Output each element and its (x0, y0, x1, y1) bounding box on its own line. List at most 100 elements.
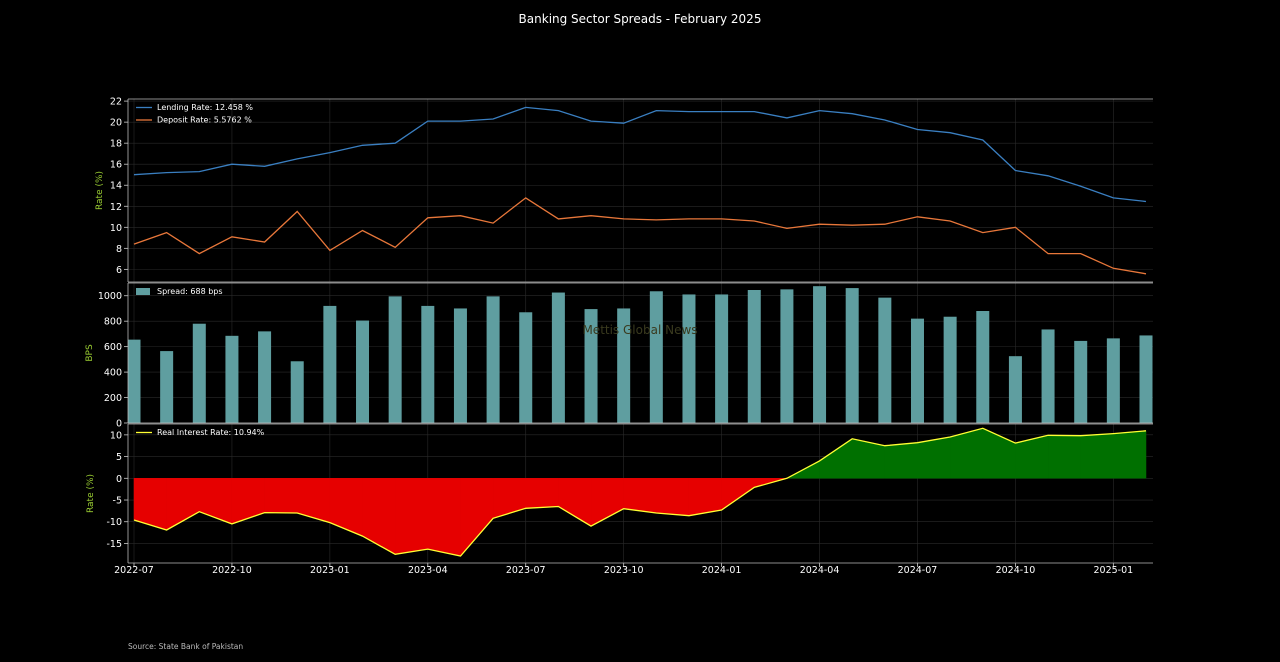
spread-bar (584, 309, 598, 423)
negative-area (296, 478, 331, 523)
y-tick-label: 10 (110, 430, 122, 441)
panel-3: -15 -10 -5 0 5 10 Rate (%) 2022-07 2022-10 2023-0… (86, 423, 1153, 576)
positive-area (1047, 435, 1081, 479)
y-tick-label: 20 (110, 118, 122, 129)
y-tick-label: 600 (104, 342, 122, 353)
spread-bar (1008, 356, 1022, 423)
y-tick-label: 0 (116, 419, 122, 430)
negative-area (264, 478, 298, 514)
spread-bar (258, 331, 272, 423)
negative-area (525, 478, 559, 509)
spread-bar (813, 286, 827, 423)
spread-bar (910, 318, 924, 423)
spread-bar (225, 335, 239, 423)
spread-bar (1106, 338, 1120, 423)
chart-panels: 6 8 10 12 14 16 18 20 22 Rate (%) Lending Rate: 12… (85, 97, 1153, 576)
x-tick-label: 2022-10 (212, 565, 252, 576)
y-tick-label: -15 (106, 539, 122, 550)
spread-bar (160, 351, 174, 423)
spread-bar (421, 305, 435, 423)
spread-bar (1041, 329, 1055, 423)
spread-bar (519, 312, 533, 423)
watermark: Mettis Global News (582, 323, 697, 337)
x-tick-label: 2024-10 (996, 565, 1036, 576)
spread-bar (976, 311, 990, 423)
x-tick-label: 2024-04 (800, 565, 840, 576)
spread-bar (747, 290, 761, 423)
spread-bar (356, 320, 370, 423)
x-tick-label: 2023-10 (604, 565, 644, 576)
negative-area (362, 478, 396, 555)
y-tick-label: 0 (116, 474, 122, 485)
positive-area (1113, 430, 1147, 479)
negative-area (199, 478, 233, 525)
y-tick-label: 12 (110, 202, 122, 213)
panel-1: 6 8 10 12 14 16 18 20 22 Rate (%) Lending Rate: 12… (95, 97, 1153, 283)
negative-area (133, 478, 167, 531)
x-tick-label: 2024-07 (898, 565, 938, 576)
spread-bar (192, 323, 206, 423)
spread-bar (1074, 340, 1088, 423)
spread-bar (486, 296, 500, 423)
x-tick-label: 2022-07 (114, 565, 154, 576)
y-axis-label: Rate (%) (86, 474, 96, 513)
spread-bar (878, 297, 892, 423)
spread-bar (715, 294, 729, 423)
positive-area (884, 442, 918, 479)
negative-area (231, 478, 265, 525)
legend-label: Lending Rate: 12.458 % (157, 103, 253, 112)
spread-bar (388, 296, 402, 423)
real-rate-line (133, 427, 1147, 557)
positive-area (1080, 433, 1114, 479)
deposit-rate-line (133, 197, 1147, 275)
y-tick-label: 5 (116, 452, 122, 463)
spread-bar (128, 339, 141, 423)
y-tick-label: 800 (104, 317, 122, 328)
y-tick-label: 200 (104, 393, 122, 404)
negative-area (492, 478, 526, 519)
y-tick-label: 8 (116, 244, 122, 255)
spread-bar (780, 289, 794, 423)
x-tick-label: 2024-01 (702, 565, 742, 576)
y-tick-label: 400 (104, 368, 122, 379)
positive-area (819, 438, 853, 479)
positive-area (917, 436, 951, 479)
legend-label: Real Interest Rate: 10.94% (157, 428, 265, 437)
panel-2: 0 200 400 600 800 1000 BPS Spread: 688 bps (85, 282, 1153, 430)
spread-bar (682, 294, 696, 423)
x-tick-label: 2023-01 (310, 565, 350, 576)
spread-bar (1139, 335, 1153, 423)
spread-bar (845, 288, 859, 423)
x-tick-label: 2025-01 (1094, 565, 1134, 576)
y-tick-label: 10 (110, 223, 122, 234)
x-tick-label: 2023-07 (506, 565, 546, 576)
spread-bar (323, 305, 337, 423)
negative-area (427, 478, 461, 557)
y-tick-label: 18 (110, 139, 122, 150)
spread-bar (453, 308, 467, 423)
y-axis-label: BPS (85, 344, 95, 362)
chart-title: Banking Sector Spreads - February 2025 (519, 12, 762, 26)
negative-area (558, 478, 592, 527)
y-tick-label: 1000 (98, 291, 122, 302)
negative-area (394, 478, 429, 555)
legend-label: Deposit Rate: 5.5762 % (157, 116, 252, 125)
y-tick-label: -5 (113, 496, 122, 507)
spread-bar (290, 361, 304, 423)
spread-bar (943, 316, 957, 423)
x-tick-label: 2023-04 (408, 565, 448, 576)
lending-rate-line (133, 106, 1147, 203)
negative-area (688, 478, 722, 516)
negative-area (623, 478, 657, 514)
y-tick-label: 16 (110, 160, 122, 171)
legend-swatch (136, 288, 150, 295)
y-tick-label: 14 (110, 181, 122, 192)
y-tick-label: 22 (110, 97, 122, 108)
spread-bar (551, 292, 565, 423)
y-tick-label: -10 (106, 517, 122, 528)
legend-label: Spread: 688 bps (157, 287, 223, 296)
source-note: Source: State Bank of Pakistan (128, 642, 243, 651)
negative-area (721, 478, 755, 511)
y-tick-label: 6 (116, 265, 122, 276)
